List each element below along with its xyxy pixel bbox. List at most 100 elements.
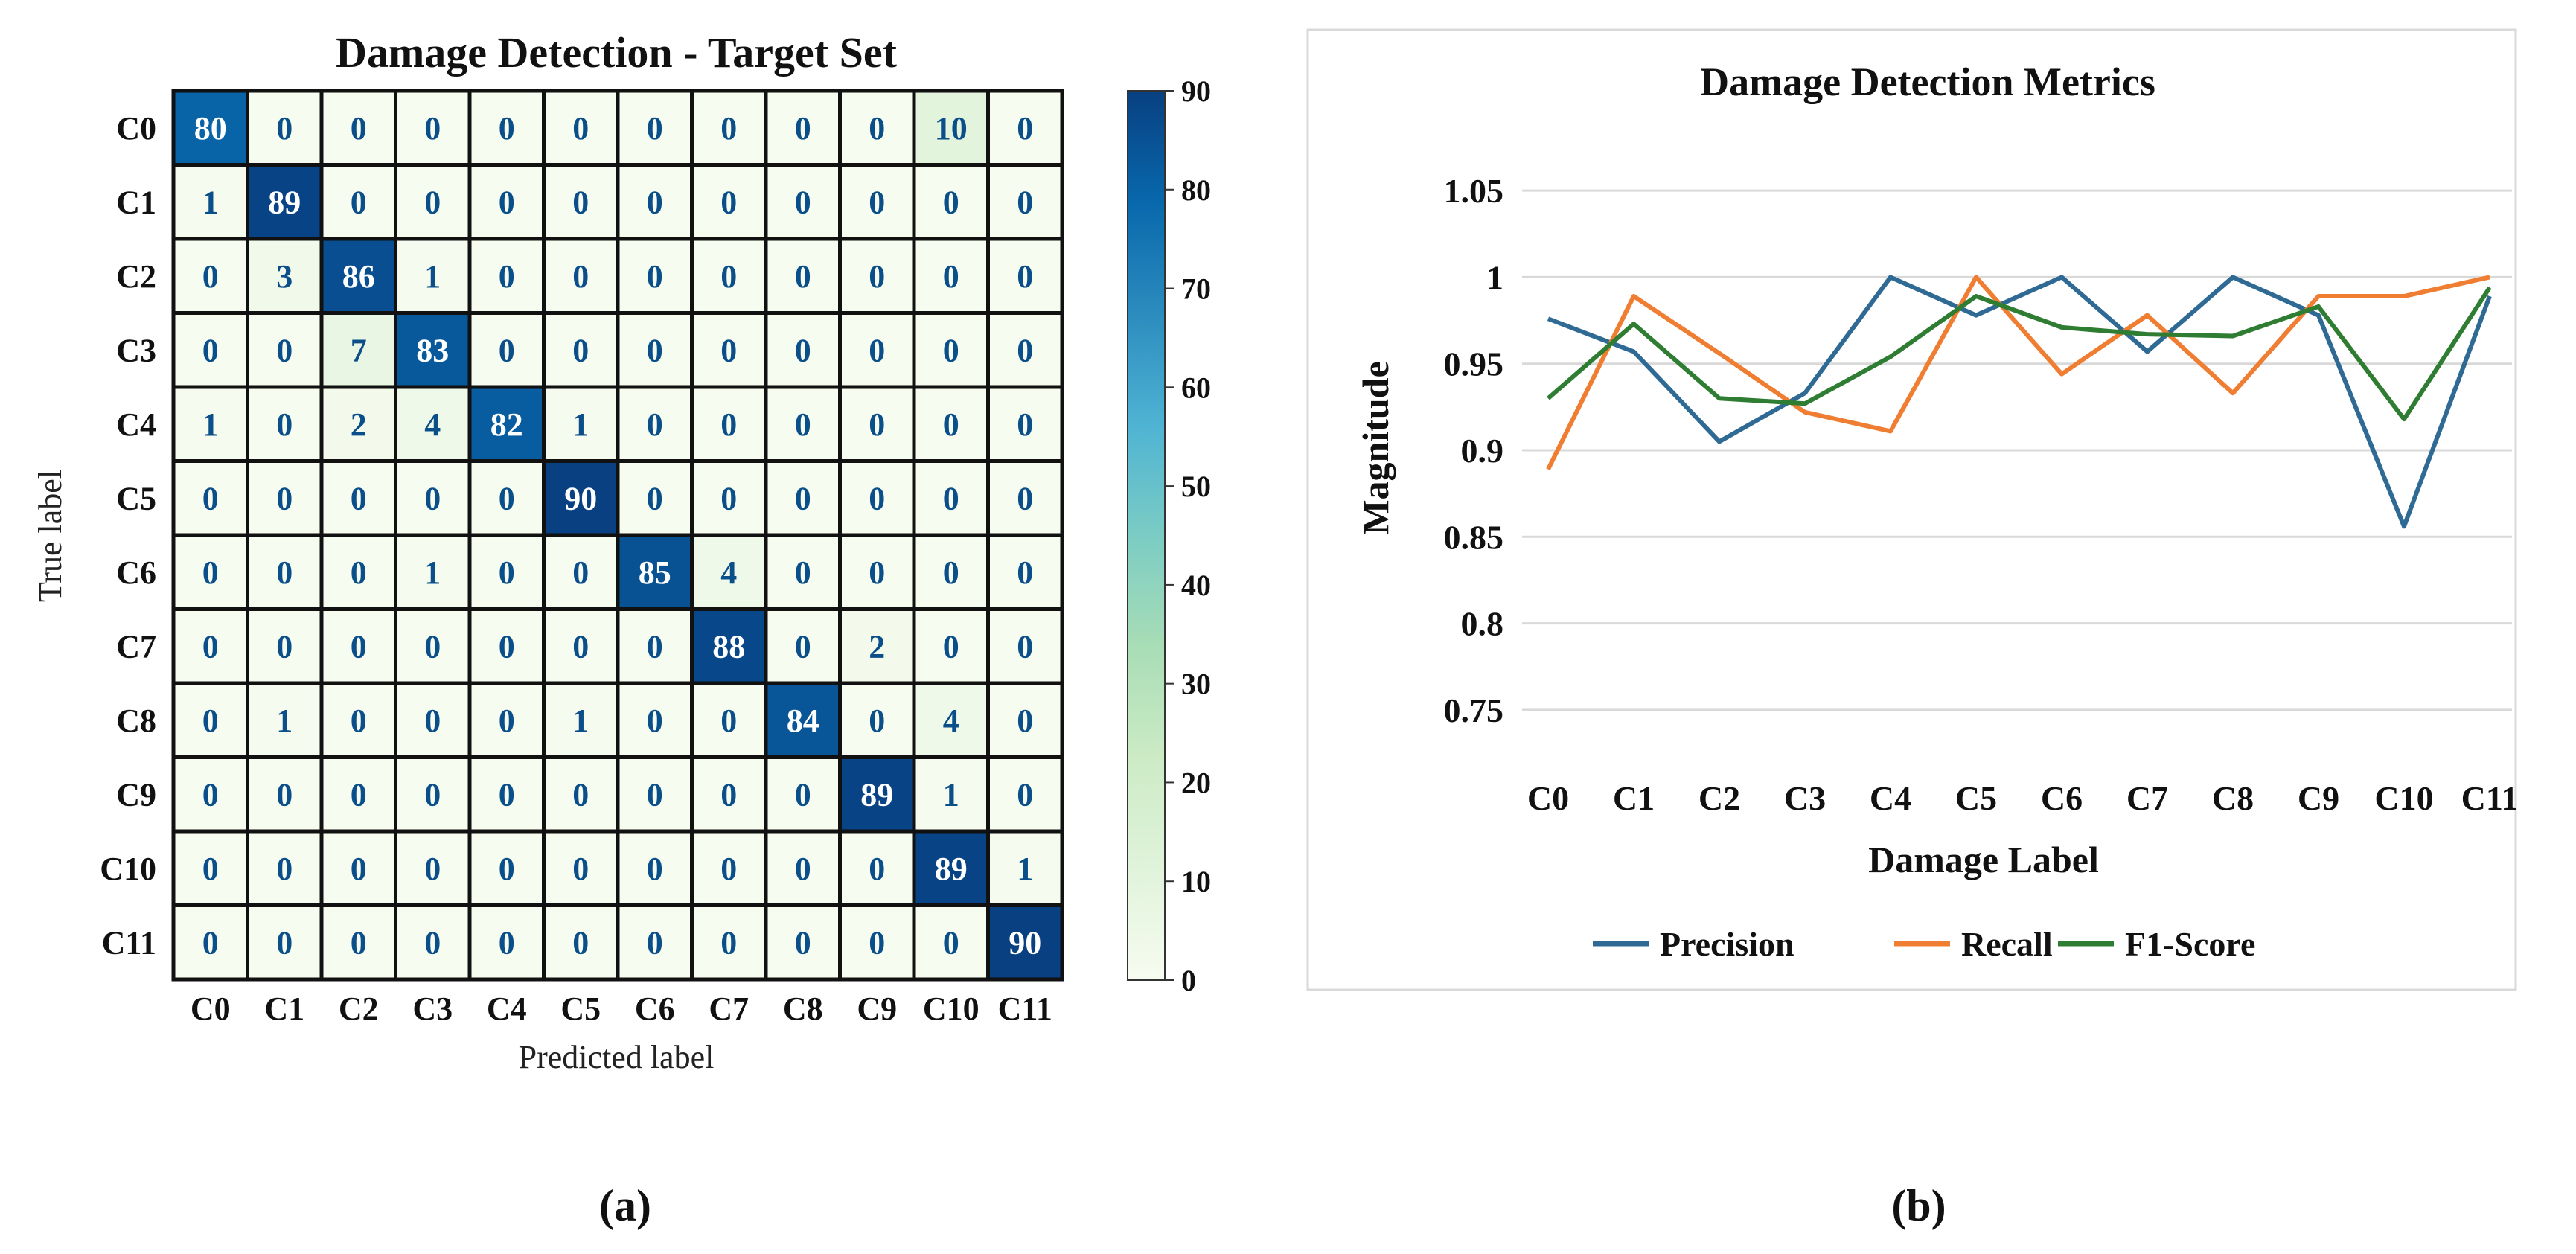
panel-label-b: (b): [1891, 1181, 1946, 1230]
y-axis-ticks: 0.75 0.8 0.85 0.9 0.95 1 1.05: [1444, 172, 1504, 729]
series-line-f1-score: [1547, 286, 2492, 422]
heatmap-cell-value: 2: [351, 406, 367, 443]
heatmap-cell-value: 0: [424, 703, 441, 739]
colorbar-tick-label: 20: [1181, 766, 1211, 799]
heatmap-x-tick-label: C1: [264, 991, 304, 1027]
heatmap-cell-value: 0: [499, 554, 515, 591]
heatmap-cell-value: 0: [1017, 406, 1033, 443]
heatmap-cell: [246, 681, 324, 759]
heatmap-cell-value: 1: [572, 703, 589, 739]
heatmap-cell-value: 0: [795, 480, 811, 516]
heatmap-cell-value: 0: [943, 332, 959, 368]
heatmap-cell: [986, 311, 1064, 389]
heatmap-cell-value: 0: [351, 110, 367, 147]
heatmap-cell-value: 0: [499, 924, 515, 961]
line-chart-ylabel: Magnitude: [1355, 361, 1396, 534]
heatmap-cell-value: 0: [276, 628, 293, 665]
heatmap-cell: [838, 311, 916, 389]
colorbar: [1127, 90, 1166, 981]
heatmap-cell-value: 0: [795, 406, 811, 443]
heatmap-cell-value: 0: [647, 703, 663, 739]
heatmap-cell: [986, 829, 1064, 907]
heatmap-cell: [764, 533, 842, 611]
heatmap-cell-value: 0: [276, 406, 293, 443]
heatmap-x-tick-label: C3: [412, 991, 453, 1027]
colorbar-tick-label: 60: [1181, 371, 1211, 404]
heatmap-title: Damage Detection - Target Set: [336, 28, 897, 77]
heatmap-cell-value: 90: [564, 480, 597, 516]
heatmap-cell: [171, 533, 249, 611]
heatmap-cell-value: 0: [276, 554, 293, 591]
colorbar-tick-label: 80: [1181, 173, 1211, 207]
heatmap-cell-value: 7: [351, 332, 367, 368]
x-tick-label: C10: [2374, 779, 2433, 817]
heatmap-cell-value: 0: [202, 628, 219, 665]
heatmap-cell-value: 0: [202, 554, 219, 591]
heatmap-cell: [467, 903, 546, 982]
heatmap-cell-value: 0: [276, 480, 293, 516]
y-tick-label: 0.9: [1461, 432, 1504, 470]
x-tick-label: C5: [1955, 779, 1997, 817]
heatmap-cell-value: 0: [499, 258, 515, 295]
heatmap-cell-value: 0: [1017, 554, 1033, 591]
heatmap-cell: [394, 163, 472, 241]
legend-label: F1-Score: [2125, 925, 2255, 963]
heatmap-cell: [616, 163, 694, 241]
heatmap-cell: [171, 829, 249, 907]
heatmap-cell: [171, 681, 249, 759]
heatmap-cell: [838, 533, 916, 611]
heatmap-x-tick-label: C0: [191, 991, 231, 1027]
heatmap-cell-value: 0: [943, 924, 959, 961]
heatmap-x-tick-label: C5: [560, 991, 601, 1027]
heatmap-cell-value: 1: [572, 406, 589, 443]
heatmap-cell-value: 0: [276, 110, 293, 147]
series-line-recall: [1546, 275, 2490, 470]
heatmap-cell-value: 0: [869, 332, 885, 368]
x-axis-ticks: C0 C1 C2 C3 C4 C5 C6 C7 C8 C9 C10 C11: [1527, 779, 2518, 817]
heatmap-cell: [246, 829, 324, 907]
x-tick-label: C3: [1784, 779, 1826, 817]
y-tick-label: 0.75: [1444, 691, 1504, 729]
heatmap-cell-value: 0: [572, 110, 589, 147]
heatmap-cell-value: 0: [499, 480, 515, 516]
x-tick-label: C7: [2126, 779, 2168, 817]
x-tick-label: C6: [2041, 779, 2083, 817]
heatmap-cell-value: 0: [869, 703, 885, 739]
y-tick-label: 0.95: [1444, 345, 1504, 383]
confusion-matrix-panel: Damage Detection - Target Set 80 0 0 0 0 0 0 0 0…: [32, 28, 1211, 1230]
heatmap-xlabel: Predicted label: [519, 1039, 715, 1075]
heatmap-cell: [764, 459, 842, 537]
heatmap-y-tick-label: C6: [116, 554, 156, 591]
heatmap-cell: [838, 903, 916, 982]
heatmap-cell: [690, 829, 768, 907]
heatmap-cell-value: 0: [869, 258, 885, 295]
heatmap-cell-value: 0: [499, 776, 515, 813]
heatmap-cell-value: 0: [424, 184, 441, 220]
heatmap-cell-value: 83: [416, 332, 449, 368]
heatmap-cell-value: 0: [795, 258, 811, 295]
heatmap-x-tick-label: C4: [487, 991, 527, 1027]
heatmap-y-tick-label: C0: [116, 110, 156, 147]
heatmap-cell-value: 0: [351, 924, 367, 961]
heatmap-cell-value: 0: [943, 480, 959, 516]
heatmap-cell-value: 0: [943, 406, 959, 443]
heatmap-cell: [616, 755, 694, 834]
heatmap-cell-value: 0: [572, 776, 589, 813]
x-tick-label: C11: [2461, 779, 2519, 817]
heatmap-cell-value: 0: [1017, 776, 1033, 813]
heatmap-cell-value: 0: [720, 480, 737, 516]
heatmap-cell-value: 0: [351, 184, 367, 220]
heatmap-cell: [467, 237, 546, 315]
heatmap-cell-value: 0: [424, 924, 441, 961]
heatmap-cell-value: 10: [935, 110, 968, 147]
colorbar-tick-label: 0: [1181, 964, 1196, 997]
heatmap-cell-value: 0: [647, 924, 663, 961]
heatmap-ylabel: True label: [32, 470, 68, 602]
heatmap-cell-value: 0: [499, 332, 515, 368]
heatmap-cell-value: 86: [342, 258, 375, 295]
x-tick-label: C2: [1698, 779, 1740, 817]
heatmap-cell-value: 0: [869, 184, 885, 220]
metrics-line-chart-panel: Damage Detection Metrics 0.750.80.850.90…: [1306, 28, 2518, 1230]
x-tick-label: C0: [1527, 779, 1569, 817]
heatmap-cell-value: 0: [351, 554, 367, 591]
